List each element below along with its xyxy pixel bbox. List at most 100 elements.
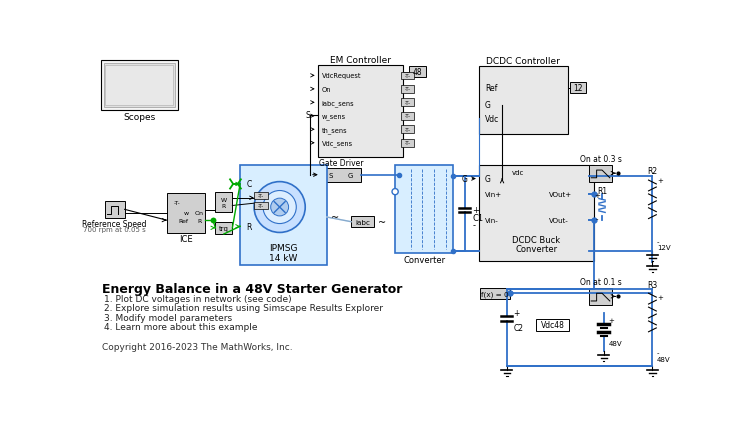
Text: VOut-: VOut- <box>548 218 568 224</box>
Bar <box>106 65 173 106</box>
Text: Converter: Converter <box>403 255 445 264</box>
Bar <box>481 288 510 300</box>
Text: VIn-: VIn- <box>485 218 499 224</box>
Text: S: S <box>306 111 311 120</box>
Text: On: On <box>322 86 331 92</box>
Bar <box>254 202 268 210</box>
Text: +: + <box>657 178 663 184</box>
Text: EM Controller: EM Controller <box>330 55 391 64</box>
Text: R1: R1 <box>597 186 607 195</box>
Bar <box>317 65 403 158</box>
Text: +: + <box>657 295 663 301</box>
Text: 3. Modify model parameters: 3. Modify model parameters <box>104 313 232 322</box>
Text: Ref: Ref <box>485 84 497 93</box>
Text: S: S <box>328 172 333 178</box>
Text: -T-: -T- <box>404 74 411 79</box>
Bar <box>478 165 594 261</box>
Bar <box>166 194 205 233</box>
Text: Gate Driver: Gate Driver <box>319 159 363 167</box>
Text: C: C <box>247 180 252 189</box>
Text: 4. Learn more about this example: 4. Learn more about this example <box>104 322 257 331</box>
Bar <box>401 99 414 107</box>
Text: -T-: -T- <box>404 141 411 146</box>
Text: On at 0.1 s: On at 0.1 s <box>580 278 621 286</box>
Bar <box>215 192 233 212</box>
Text: trq: trq <box>219 225 229 231</box>
Bar <box>401 126 414 134</box>
Text: Converter: Converter <box>515 245 557 254</box>
Bar <box>351 217 374 227</box>
Bar <box>321 169 361 182</box>
Circle shape <box>263 191 296 224</box>
Bar <box>401 113 414 120</box>
Text: -T-: -T- <box>174 200 181 206</box>
Text: -T-: -T- <box>404 127 411 132</box>
Text: 48V: 48V <box>609 341 622 347</box>
Bar <box>215 222 233 234</box>
Bar <box>589 288 612 305</box>
Text: W: W <box>221 197 227 203</box>
Bar <box>401 72 414 80</box>
Circle shape <box>392 189 398 195</box>
Text: -: - <box>596 216 599 222</box>
Text: th_sens: th_sens <box>322 126 347 133</box>
Text: w_sens: w_sens <box>322 114 345 120</box>
Text: VOut+: VOut+ <box>548 191 571 197</box>
Text: C1: C1 <box>473 213 484 222</box>
Text: R3: R3 <box>647 280 658 289</box>
Text: -T-: -T- <box>258 194 265 199</box>
Text: -T-: -T- <box>404 87 411 92</box>
Text: vdc: vdc <box>511 170 524 176</box>
Text: iabc_sens: iabc_sens <box>322 100 354 107</box>
Text: 700 rpm at 0.05 s: 700 rpm at 0.05 s <box>83 226 146 232</box>
Bar <box>105 201 125 218</box>
Text: 48V: 48V <box>657 356 671 362</box>
Circle shape <box>270 199 288 216</box>
Text: -: - <box>657 239 660 245</box>
Text: G: G <box>485 101 491 110</box>
Text: Scopes: Scopes <box>123 112 155 121</box>
Text: Vdc_sens: Vdc_sens <box>322 140 353 147</box>
Text: Energy Balance in a 48V Starter Generator: Energy Balance in a 48V Starter Generato… <box>103 282 403 295</box>
Text: Vdc: Vdc <box>485 115 499 124</box>
Text: +: + <box>473 206 479 215</box>
Text: +: + <box>513 308 520 317</box>
Text: w: w <box>184 210 189 215</box>
Text: ~: ~ <box>378 217 386 227</box>
Text: R: R <box>198 218 202 223</box>
Text: 14 kW: 14 kW <box>269 253 298 262</box>
Bar <box>589 165 612 182</box>
Text: DCDC Controller: DCDC Controller <box>487 57 560 66</box>
Bar <box>401 86 414 93</box>
Bar <box>478 67 568 135</box>
Text: 2. Explore simulation results using Simscape Results Explorer: 2. Explore simulation results using Sims… <box>104 304 383 313</box>
Text: ~: ~ <box>331 212 339 222</box>
Text: -T-: -T- <box>258 203 265 209</box>
Bar <box>401 140 414 147</box>
Bar <box>100 61 178 111</box>
Text: ICE: ICE <box>179 234 192 243</box>
Bar <box>240 165 327 265</box>
Text: VdcRequest: VdcRequest <box>322 73 361 79</box>
Text: f(x) = 0: f(x) = 0 <box>481 290 509 297</box>
Text: DCDC Buck: DCDC Buck <box>512 235 560 244</box>
Bar <box>536 319 568 331</box>
Bar <box>395 165 453 254</box>
Text: Vdc48: Vdc48 <box>540 321 565 329</box>
Text: -: - <box>657 350 660 356</box>
Bar <box>104 64 175 108</box>
Text: 12V: 12V <box>657 245 671 251</box>
Text: Ref: Ref <box>178 218 188 223</box>
Text: On: On <box>195 210 204 215</box>
Text: G: G <box>348 172 353 178</box>
Text: R: R <box>247 222 252 231</box>
Circle shape <box>254 182 305 233</box>
Text: On at 0.3 s: On at 0.3 s <box>580 155 621 164</box>
Bar <box>409 67 426 78</box>
Bar <box>254 192 268 200</box>
Text: Reference Speed: Reference Speed <box>82 219 147 228</box>
Text: G: G <box>462 175 468 184</box>
Text: -T-: -T- <box>404 114 411 119</box>
Text: 1. Plot DC voltages in network (see code): 1. Plot DC voltages in network (see code… <box>104 295 291 303</box>
Text: +: + <box>609 317 614 323</box>
